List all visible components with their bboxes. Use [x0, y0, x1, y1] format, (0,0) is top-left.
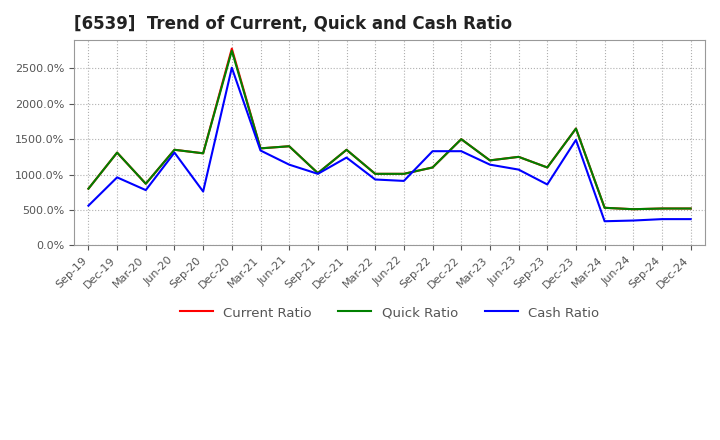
Quick Ratio: [514, 154, 523, 159]
Quick Ratio: [170, 147, 179, 152]
Quick Ratio: [543, 165, 552, 170]
Current Ratio: [84, 186, 93, 191]
Current Ratio: [485, 158, 494, 163]
Cash Ratio: [256, 148, 265, 153]
Current Ratio: [543, 165, 552, 170]
Current Ratio: [342, 147, 351, 152]
Quick Ratio: [285, 143, 294, 149]
Cash Ratio: [485, 162, 494, 167]
Current Ratio: [256, 146, 265, 151]
Cash Ratio: [313, 171, 322, 176]
Quick Ratio: [84, 186, 93, 191]
Quick Ratio: [228, 48, 236, 53]
Cash Ratio: [572, 137, 580, 143]
Cash Ratio: [514, 167, 523, 172]
Current Ratio: [400, 171, 408, 176]
Current Ratio: [600, 205, 609, 210]
Quick Ratio: [113, 150, 122, 155]
Current Ratio: [457, 136, 466, 142]
Line: Cash Ratio: Cash Ratio: [89, 68, 690, 221]
Line: Quick Ratio: Quick Ratio: [89, 51, 690, 209]
Quick Ratio: [457, 136, 466, 142]
Line: Current Ratio: Current Ratio: [89, 48, 690, 209]
Current Ratio: [170, 147, 179, 152]
Quick Ratio: [428, 165, 437, 170]
Cash Ratio: [400, 178, 408, 183]
Cash Ratio: [686, 216, 695, 222]
Legend: Current Ratio, Quick Ratio, Cash Ratio: Current Ratio, Quick Ratio, Cash Ratio: [174, 301, 605, 325]
Cash Ratio: [228, 65, 236, 70]
Quick Ratio: [400, 171, 408, 176]
Quick Ratio: [342, 147, 351, 152]
Cash Ratio: [657, 216, 666, 222]
Current Ratio: [141, 181, 150, 187]
Current Ratio: [514, 154, 523, 159]
Cash Ratio: [170, 150, 179, 155]
Quick Ratio: [256, 146, 265, 151]
Current Ratio: [686, 206, 695, 211]
Quick Ratio: [371, 171, 379, 176]
Current Ratio: [285, 143, 294, 149]
Cash Ratio: [457, 149, 466, 154]
Current Ratio: [199, 150, 207, 156]
Cash Ratio: [629, 218, 638, 223]
Cash Ratio: [84, 203, 93, 208]
Current Ratio: [657, 206, 666, 211]
Quick Ratio: [686, 206, 695, 211]
Cash Ratio: [543, 182, 552, 187]
Quick Ratio: [485, 158, 494, 163]
Quick Ratio: [313, 170, 322, 176]
Cash Ratio: [600, 219, 609, 224]
Current Ratio: [371, 171, 379, 176]
Quick Ratio: [572, 126, 580, 131]
Cash Ratio: [141, 187, 150, 193]
Text: [6539]  Trend of Current, Quick and Cash Ratio: [6539] Trend of Current, Quick and Cash …: [74, 15, 512, 33]
Current Ratio: [313, 170, 322, 176]
Cash Ratio: [428, 149, 437, 154]
Quick Ratio: [141, 181, 150, 187]
Current Ratio: [228, 46, 236, 51]
Current Ratio: [572, 126, 580, 131]
Cash Ratio: [113, 175, 122, 180]
Cash Ratio: [371, 177, 379, 182]
Cash Ratio: [285, 162, 294, 167]
Current Ratio: [113, 150, 122, 155]
Quick Ratio: [199, 150, 207, 156]
Current Ratio: [428, 165, 437, 170]
Cash Ratio: [342, 155, 351, 160]
Quick Ratio: [629, 206, 638, 212]
Cash Ratio: [199, 189, 207, 194]
Quick Ratio: [657, 206, 666, 211]
Current Ratio: [629, 206, 638, 212]
Quick Ratio: [600, 205, 609, 210]
